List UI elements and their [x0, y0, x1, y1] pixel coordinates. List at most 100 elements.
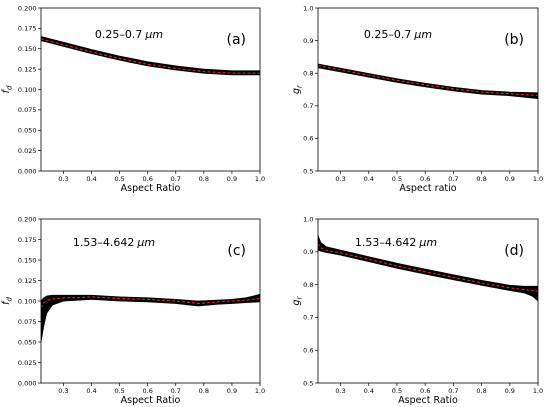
- x-tick-label: 0.3: [335, 175, 345, 183]
- x-tick-label: 0.9: [505, 387, 515, 395]
- x-tick-label: 0.7: [448, 387, 458, 395]
- x-tick-label: 0.4: [364, 175, 374, 183]
- x-tick-label: 1.0: [255, 175, 265, 183]
- annotation-range: 0.25–0.7: [95, 28, 143, 41]
- y-tick-label: 0.6: [303, 135, 313, 143]
- y-tick-label: 0.9: [303, 248, 313, 256]
- y-axis-label-main: f: [1, 88, 12, 93]
- x-axis-label: Aspect Ratio: [121, 395, 181, 406]
- y-tick-label: 0.8: [303, 70, 313, 78]
- x-tick-label: 0.9: [505, 175, 515, 183]
- series-line-1: [318, 243, 538, 292]
- y-tick-label: 0.000: [18, 167, 37, 175]
- y-tick-label: 0.5: [303, 167, 313, 175]
- x-tick-label: 0.5: [114, 387, 124, 395]
- y-tick-label: 0.050: [18, 338, 37, 346]
- x-tick-label: 0.9: [227, 387, 237, 395]
- x-tick-label: 0.8: [476, 175, 486, 183]
- y-tick-label: 1.0: [303, 215, 313, 223]
- y-tick-label: 0.8: [303, 281, 313, 289]
- x-tick-label: 0.7: [171, 387, 181, 395]
- x-axis-label: Aspect ratio: [399, 183, 456, 194]
- y-tick-label: 0.100: [18, 297, 37, 305]
- y-axis-label: fd: [1, 85, 14, 93]
- x-tick-label: 0.7: [171, 175, 181, 183]
- y-axis-label: gr: [291, 84, 304, 94]
- y-tick-label: 0.150: [18, 256, 37, 264]
- y-tick-label: 0.025: [18, 147, 37, 155]
- annotation: 1.53–4.642 μm: [73, 236, 155, 249]
- annotation-unit: μm: [136, 236, 155, 249]
- annotation-unit: μm: [413, 28, 432, 41]
- plot-frame: [317, 218, 539, 384]
- panel-label: (b): [504, 32, 524, 48]
- panel-label: (c): [227, 243, 246, 259]
- x-tick-label: 0.3: [335, 387, 345, 395]
- series-band-0: [318, 235, 538, 302]
- y-axis-label-sub: d: [6, 85, 14, 90]
- series-band-0: [41, 294, 260, 343]
- annotation-unit: μm: [418, 236, 437, 249]
- x-tick-label: 0.6: [420, 175, 430, 183]
- y-axis-label-sub: r: [296, 295, 304, 299]
- y-tick-label: 1.0: [303, 4, 313, 12]
- x-tick-label: 0.8: [199, 175, 209, 183]
- annotation: 0.25–0.7 μm: [95, 28, 163, 41]
- x-tick-label: 0.5: [392, 387, 402, 395]
- x-tick-label: 1.0: [255, 387, 265, 395]
- annotation-range: 0.25–0.7: [364, 28, 412, 41]
- x-tick-label: 0.3: [58, 175, 68, 183]
- chart-panel-3: 0.3 0.4 0.5 0.6 0.7 0.8 0.9 1.0 0.000 0.025 0.050 0…: [1, 215, 265, 406]
- y-tick-label: 0.125: [18, 277, 37, 285]
- series-line-1: [41, 296, 260, 308]
- y-axis-label-main: f: [1, 300, 12, 305]
- x-tick-label: 0.6: [420, 387, 430, 395]
- y-tick-label: 0.200: [18, 215, 37, 223]
- series-line-1: [318, 65, 538, 96]
- y-tick-label: 0.050: [18, 127, 37, 135]
- y-axis-label: gr: [291, 295, 304, 305]
- y-tick-label: 0.075: [18, 106, 37, 114]
- x-tick-label: 0.6: [143, 387, 153, 395]
- series-band-0: [41, 36, 260, 76]
- x-tick-label: 0.4: [86, 387, 96, 395]
- y-tick-label: 0.175: [18, 25, 37, 33]
- y-tick-label: 0.075: [18, 318, 37, 326]
- x-tick-label: 0.4: [364, 387, 374, 395]
- y-tick-label: 0.100: [18, 86, 37, 94]
- x-tick-label: 0.5: [392, 175, 402, 183]
- y-tick-label: 0.125: [18, 65, 37, 73]
- chart-panel-4: 0.3 0.4 0.5 0.6 0.7 0.8 0.9 1.0 0.5 0.6 0.7 0.8 0.9 1…: [291, 215, 543, 406]
- x-tick-label: 0.8: [476, 387, 486, 395]
- y-axis-label-main: g: [291, 88, 302, 94]
- panel-label: (d): [504, 243, 524, 259]
- y-axis-label-sub: r: [296, 84, 304, 88]
- chart-panel-2: 0.3 0.4 0.5 0.6 0.7 0.8 0.9 1.0 0.5 0.6 0.7 0.8 0.9 1…: [291, 4, 543, 194]
- x-tick-label: 0.5: [114, 175, 124, 183]
- annotation: 0.25–0.7 μm: [364, 28, 432, 41]
- y-tick-label: 0.200: [18, 4, 37, 12]
- annotation-range: 1.53–4.642: [73, 236, 134, 249]
- x-tick-label: 0.3: [58, 387, 68, 395]
- x-tick-label: 0.7: [448, 175, 458, 183]
- x-tick-label: 1.0: [533, 175, 543, 183]
- y-tick-label: 0.000: [18, 379, 37, 387]
- panel-label: (a): [226, 32, 246, 48]
- x-tick-label: 1.0: [533, 387, 543, 395]
- x-tick-label: 0.8: [199, 387, 209, 395]
- x-axis-label: Aspect Ratio: [121, 183, 181, 194]
- y-tick-label: 0.150: [18, 45, 37, 53]
- y-tick-label: 0.9: [303, 37, 313, 45]
- y-tick-label: 0.5: [303, 379, 313, 387]
- y-axis-label-sub: d: [6, 297, 14, 302]
- y-tick-label: 0.6: [303, 347, 313, 355]
- x-tick-label: 0.4: [86, 175, 96, 183]
- series-line-1: [41, 38, 260, 74]
- x-tick-label: 0.9: [227, 175, 237, 183]
- x-axis-label: Aspect Ratio: [398, 395, 458, 406]
- y-axis-label: fd: [1, 297, 14, 305]
- plot-frame: [317, 7, 539, 172]
- y-tick-label: 0.7: [303, 102, 313, 110]
- y-tick-label: 0.025: [18, 359, 37, 367]
